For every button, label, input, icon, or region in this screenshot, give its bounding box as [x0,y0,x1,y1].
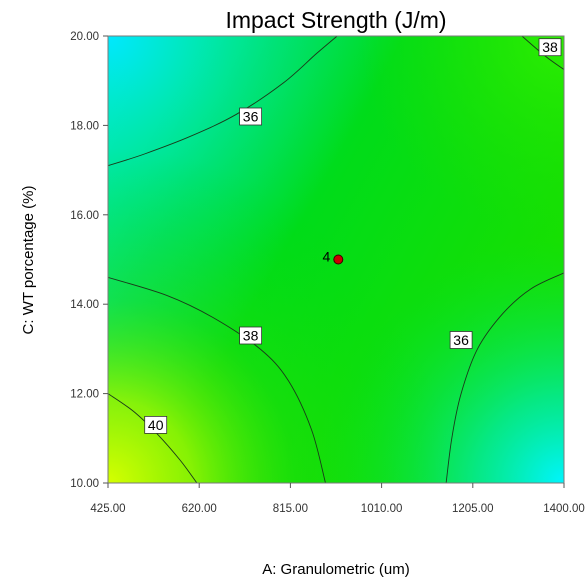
plot-frame [107,35,565,484]
contour-line-38 [108,276,326,483]
contour-label-box [538,38,562,57]
contour-label-box [239,326,263,345]
y-tick-label: 14.00 [70,299,99,311]
contour-label-text: 38 [243,328,259,344]
contour-label-text: 36 [453,332,469,348]
x-tick-label: 620.00 [182,503,217,515]
chart-title: Impact Strength (J/m) [225,7,446,33]
x-tick-label: 815.00 [273,503,308,515]
contour-label-38: 38 [538,38,562,57]
design-point-label: 4 [323,249,331,265]
x-axis: 425.00 620.00 815.00 1010.00 1205.00 1400.00 [90,483,585,515]
contour-line-36 [108,36,338,167]
contour-label-box [449,331,473,349]
y-tick-label: 16.00 [70,210,99,222]
design-point [333,254,344,265]
y-tick-label: 18.00 [70,120,99,132]
y-tick-label: 20.00 [70,31,99,43]
y-axis: 10.00 12.00 14.00 16.00 18.00 20.00 [70,31,108,490]
x-tick-label: 1205.00 [452,503,494,515]
contour-label-box [144,415,168,434]
x-tick-label: 425.00 [90,503,125,515]
x-tick-label: 1010.00 [361,503,403,515]
contour-label-text: 38 [542,39,558,55]
contour-label-40: 40 [144,415,168,434]
x-tick-label: 1400.00 [543,503,585,515]
contour-label-36: 36 [449,331,473,349]
contour-label-box [239,107,263,126]
y-tick-label: 10.00 [70,478,99,490]
contour-label-38: 38 [239,326,263,345]
contour-labels: 36 38 40 36 38 [144,38,562,434]
x-axis-label: A: Granulometric (um) [262,561,410,578]
design-points: 4 [323,249,344,265]
y-tick-label: 12.00 [70,389,99,401]
y-axis-label: C: WT porcentage (%) [20,186,37,335]
contour-line-36 [445,272,564,483]
contour-label-text: 40 [148,417,164,433]
plot-area: 36 38 40 36 38 4 [107,35,565,484]
contour-label-text: 36 [243,109,259,125]
contour-label-36: 36 [239,107,263,126]
